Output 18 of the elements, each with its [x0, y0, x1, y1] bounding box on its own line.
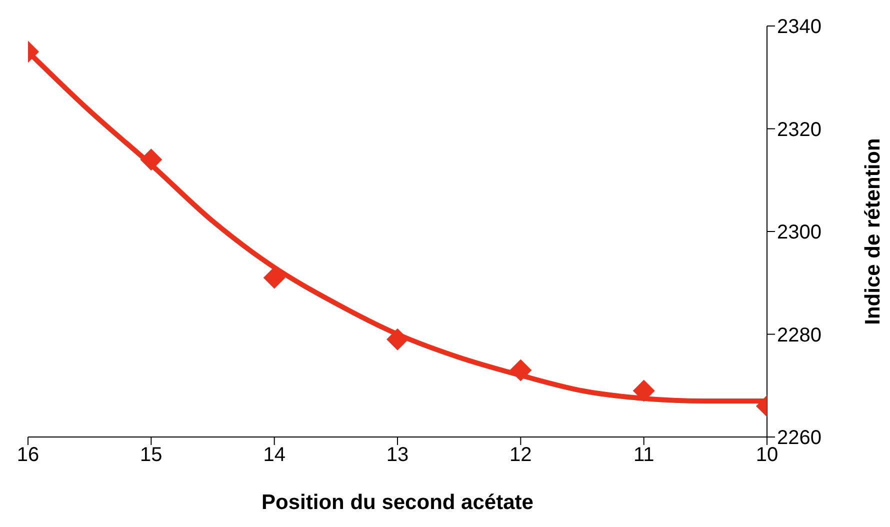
point [140, 148, 162, 171]
x-tick-label: 15 [140, 444, 162, 466]
x-tick-label: 14 [263, 444, 286, 466]
x-axis-title: Position du second acétate [262, 491, 534, 514]
x-tick-label: 11 [633, 444, 654, 466]
point [632, 380, 655, 402]
x-tick-label: 13 [386, 444, 409, 466]
y-tick-label: 2340 [777, 16, 822, 38]
x-tick-label: 16 [16, 444, 40, 466]
y-tick-label: 2300 [777, 222, 822, 244]
y-tick-label: 2320 [777, 118, 822, 141]
y-tick-label: 2260 [777, 427, 822, 450]
point [510, 359, 532, 382]
x-tick-label: 12 [510, 444, 532, 466]
x-tick-label: 10 [756, 444, 778, 466]
y-axis-title: Indice de rétention [861, 138, 884, 325]
point [386, 328, 408, 350]
y-tick-label: 2280 [777, 324, 822, 346]
